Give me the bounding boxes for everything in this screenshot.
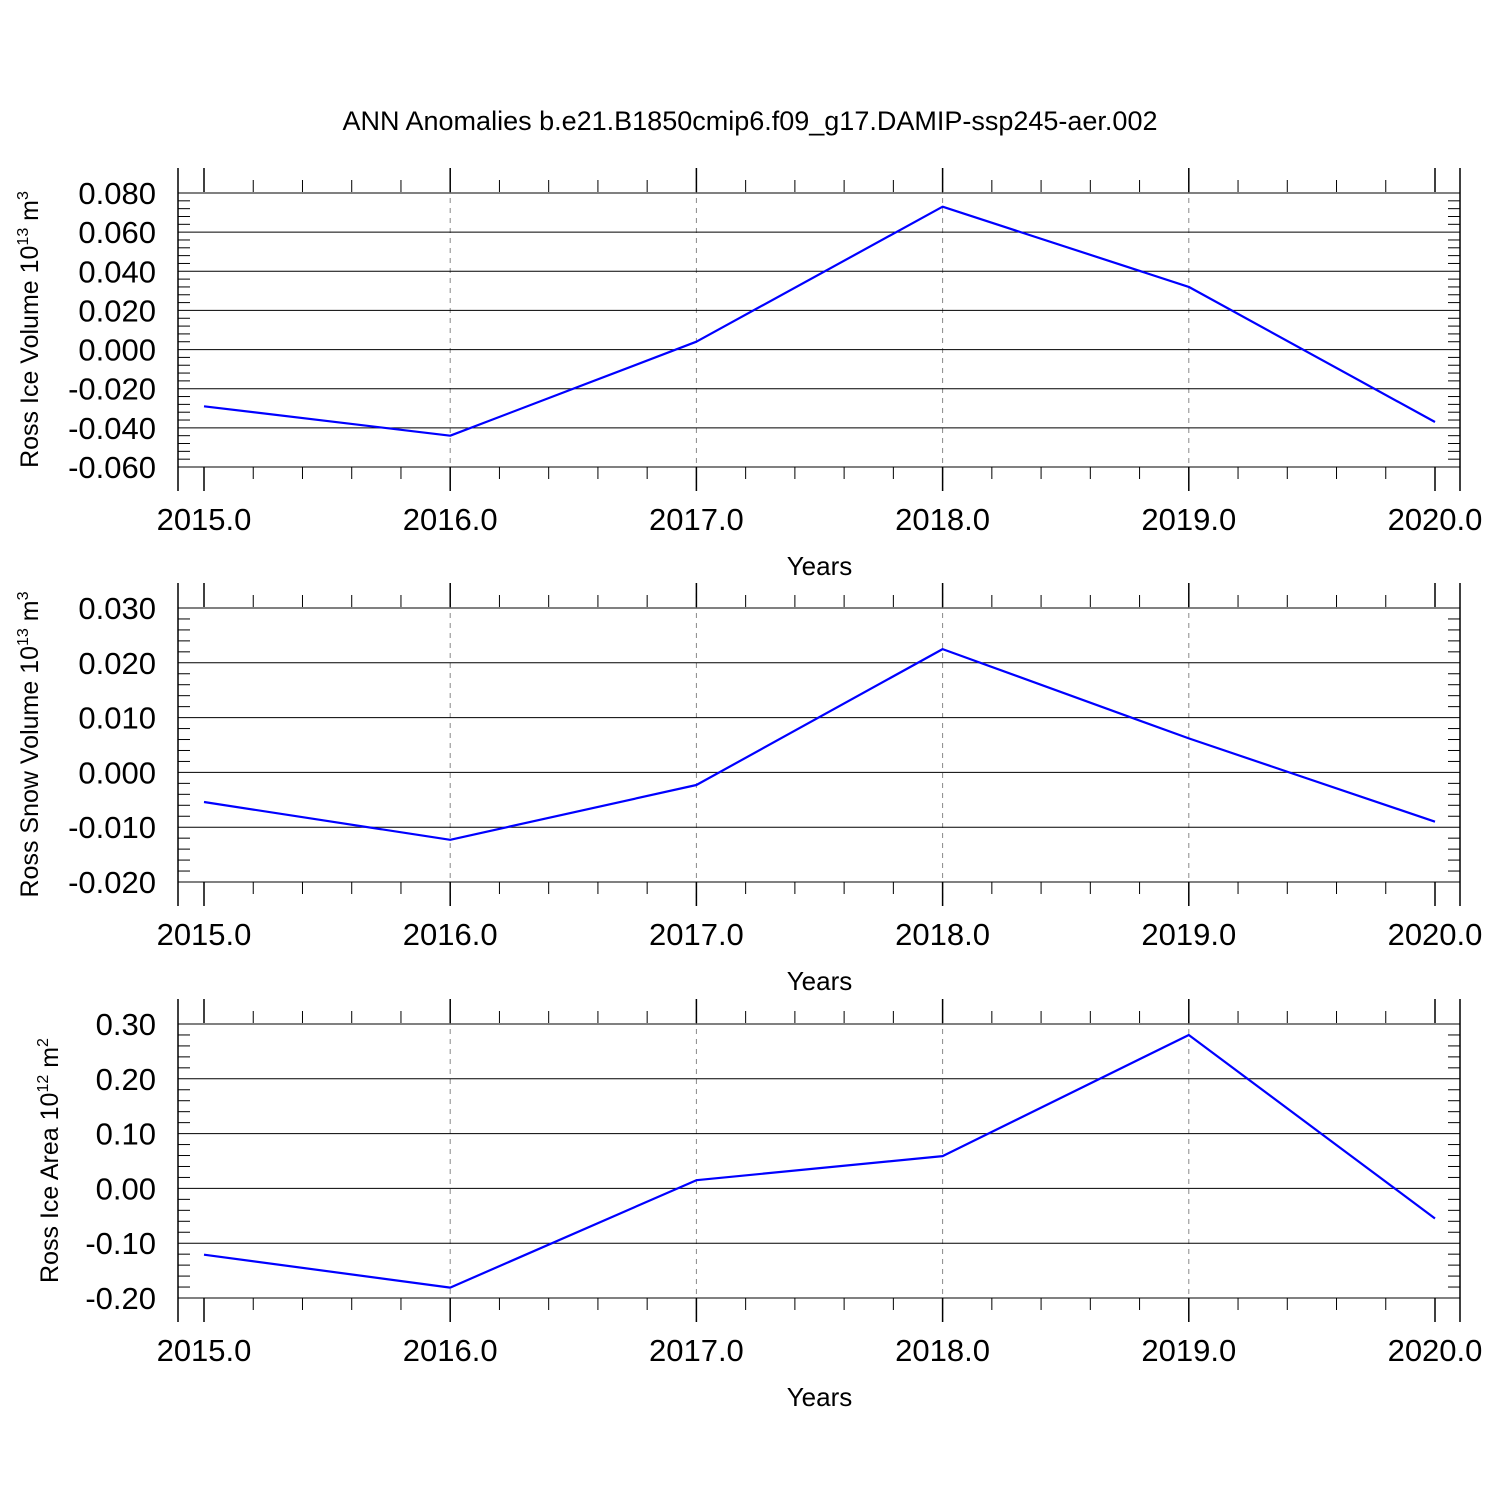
- y-tick-label: 0.20: [96, 1062, 156, 1097]
- x-axis-title: Years: [787, 966, 853, 996]
- figure-title: ANN Anomalies b.e21.B1850cmip6.f09_g17.D…: [343, 106, 1158, 136]
- x-tick-label: 2016.0: [403, 502, 498, 537]
- x-tick-label: 2016.0: [403, 1333, 498, 1368]
- y-tick-label: 0.000: [78, 755, 156, 790]
- x-axis-title: Years: [787, 1382, 853, 1412]
- y-tick-label: 0.30: [96, 1007, 156, 1042]
- x-axis-title: Years: [787, 551, 853, 581]
- x-tick-label: 2018.0: [895, 917, 990, 952]
- y-tick-label: -0.10: [85, 1226, 156, 1261]
- y-tick-label: -0.010: [68, 810, 156, 845]
- panel-2: -0.020 -0.010 0.000 0.010 0.020 0.030 2015.0 20…: [15, 583, 1482, 996]
- y-tick-label: 0.030: [78, 591, 156, 626]
- x-tick-label: 2020.0: [1388, 502, 1483, 537]
- y-tick-label: -0.060: [68, 450, 156, 485]
- panel-1: -0.060 -0.040 -0.020 0.000 0.020 0.040 0.060 0.…: [15, 168, 1482, 581]
- y-axis-title: Ross Ice Volume 1013 m3: [15, 191, 44, 468]
- y-tick-label: -0.020: [68, 372, 156, 407]
- y-tick-label: 0.080: [78, 176, 156, 211]
- y-tick-label: 0.10: [96, 1117, 156, 1152]
- y-tick-label: -0.020: [68, 865, 156, 900]
- y-axis-title: Ross Ice Area 1012 m2: [35, 1038, 64, 1283]
- x-tick-label: 2019.0: [1141, 917, 1236, 952]
- y-tick-label: 0.010: [78, 701, 156, 736]
- panels: -0.060 -0.040 -0.020 0.000 0.020 0.040 0.060 0.…: [15, 168, 1482, 1412]
- x-tick-label: 2019.0: [1141, 1333, 1236, 1368]
- y-tick-label: 0.00: [96, 1171, 156, 1206]
- series-line-1: [203, 1033, 1436, 1289]
- panel-3: -0.20 -0.10 0.00 0.10 0.20 0.30 2015.0 2016.0 20…: [35, 999, 1482, 1412]
- y-tick-label: 0.040: [78, 254, 156, 289]
- y-tick-label: -0.20: [85, 1281, 156, 1316]
- y-axis-title: Ross Snow Volume 1013 m3: [15, 591, 44, 897]
- series-line-1: [203, 647, 1436, 841]
- y-tick-label: 0.020: [78, 293, 156, 328]
- y-tick-label: 0.060: [78, 215, 156, 250]
- x-tick-label: 2018.0: [895, 1333, 990, 1368]
- x-tick-label: 2020.0: [1388, 917, 1483, 952]
- x-tick-label: 2016.0: [403, 917, 498, 952]
- x-tick-label: 2017.0: [649, 502, 744, 537]
- y-tick-label: 0.000: [78, 333, 156, 368]
- x-tick-label: 2017.0: [649, 917, 744, 952]
- x-tick-label: 2019.0: [1141, 502, 1236, 537]
- x-tick-label: 2020.0: [1388, 1333, 1483, 1368]
- x-tick-label: 2017.0: [649, 1333, 744, 1368]
- x-tick-label: 2018.0: [895, 502, 990, 537]
- y-tick-label: -0.040: [68, 411, 156, 446]
- x-tick-label: 2015.0: [157, 1333, 252, 1368]
- x-tick-label: 2015.0: [157, 917, 252, 952]
- y-tick-label: 0.020: [78, 646, 156, 681]
- series-line-1: [203, 205, 1436, 437]
- x-tick-label: 2015.0: [157, 502, 252, 537]
